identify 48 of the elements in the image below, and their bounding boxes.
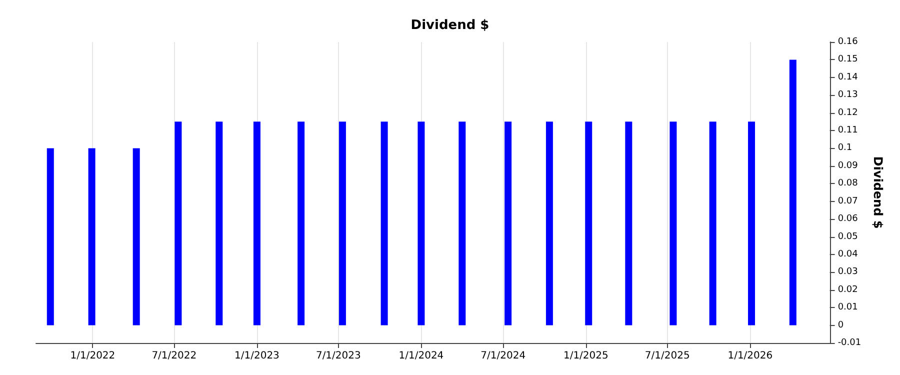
y-tick-label: 0.05: [838, 232, 858, 242]
bar: [458, 122, 466, 326]
y-tick-label: 0.06: [838, 214, 858, 224]
bar: [88, 148, 96, 326]
x-tick-label: 7/1/2022: [152, 350, 197, 362]
y-tick-label: 0.04: [838, 249, 858, 260]
x-tick-label: 7/1/2024: [480, 350, 526, 362]
y-tick-label: 0: [838, 320, 844, 330]
y-tick-label: 0.01: [838, 302, 858, 313]
y-tick-label: 0.11: [838, 126, 858, 136]
x-tick-label: 1/1/2026: [728, 350, 773, 362]
y-tick-label: 0.14: [838, 72, 858, 82]
y-tick-label: 0.1: [838, 143, 852, 154]
bar: [789, 60, 796, 326]
bar: [338, 122, 346, 326]
bar: [174, 122, 182, 326]
x-tick-label: 1/1/2024: [398, 350, 444, 362]
y-tick-label: 0.08: [838, 178, 858, 189]
bar: [670, 122, 677, 326]
y-tick-label: 0.12: [838, 108, 858, 118]
bar: [216, 122, 223, 326]
y-tick-label: 0.15: [838, 54, 858, 65]
chart-title: Dividend $: [410, 18, 490, 33]
bar: [253, 122, 260, 326]
y-tick-label: -0.01: [838, 338, 862, 348]
x-tick-label: 7/1/2025: [644, 350, 690, 362]
x-tick-label: 1/1/2022: [70, 350, 116, 362]
y-tick-label: 0.16: [838, 37, 858, 47]
y-tick-label: 0.13: [838, 90, 858, 100]
bar: [46, 148, 54, 326]
x-tick-label: 7/1/2023: [316, 350, 361, 362]
bar: [380, 122, 388, 326]
bar: [504, 122, 512, 326]
x-tick-label: 1/1/2025: [563, 350, 608, 362]
bar: [546, 122, 553, 326]
bar: [748, 122, 756, 326]
bar: [418, 122, 425, 326]
bar: [132, 148, 140, 326]
y-axis-title: Dividend $: [871, 156, 885, 229]
bar: [585, 122, 592, 326]
x-tick-label: 1/1/2023: [234, 350, 280, 362]
bar: [298, 122, 305, 326]
y-tick-label: 0.03: [838, 267, 858, 278]
y-tick-label: 0.09: [838, 160, 858, 171]
y-tick-label: 0.02: [838, 284, 858, 295]
y-tick-label: 0.07: [838, 196, 858, 206]
bar: [625, 122, 632, 326]
bar: [709, 122, 716, 326]
